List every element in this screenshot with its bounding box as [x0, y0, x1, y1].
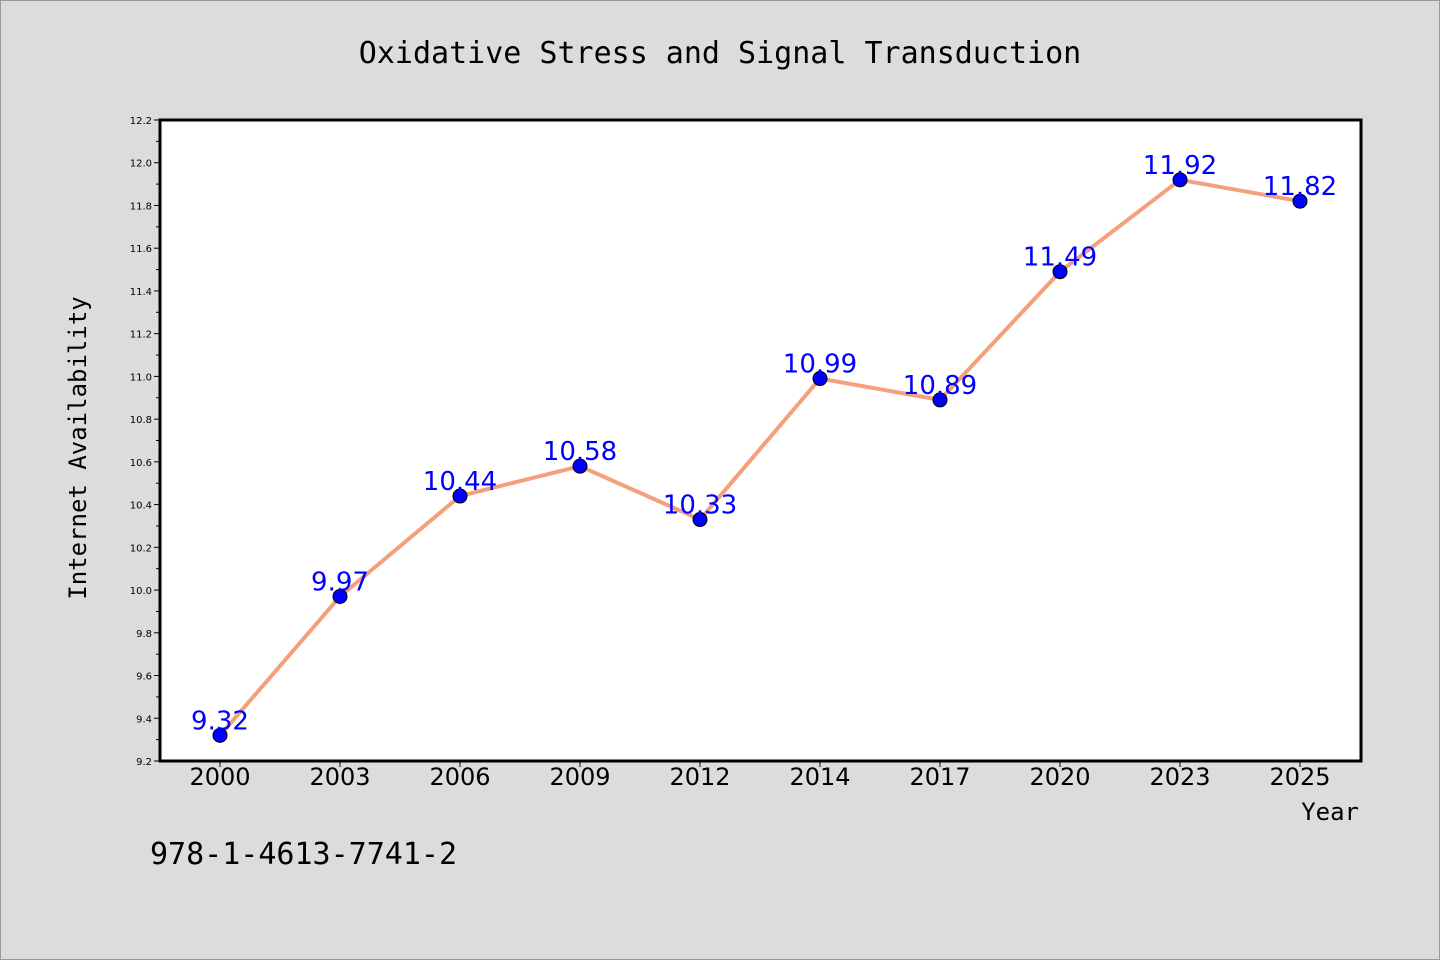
plot-area — [160, 120, 1361, 761]
x-tick-label: 2020 — [1029, 763, 1090, 791]
x-axis: 2000 2003 2006 2009 2012 2014 2017 2020 2023 2025 — [189, 761, 1331, 791]
y-axis-label: Internet Availability — [64, 296, 92, 599]
y-tick-label: 11.4 — [130, 287, 152, 298]
plot-frame — [158, 118, 1363, 763]
y-tick-label: 11.8 — [130, 201, 152, 212]
data-label: 10.99 — [783, 350, 857, 380]
x-tick-label: 2003 — [309, 763, 370, 791]
y-tick-label: 11.2 — [130, 330, 152, 341]
data-point-marker — [332, 588, 348, 604]
isbn-footnote: 978-1-4613-7741-2 — [150, 837, 457, 872]
data-label: 10.33 — [663, 491, 737, 521]
y-axis: 9.2 9.4 9.6 9.8 10.0 10.2 10.4 10.6 10.8 11.0 11.2… — [130, 116, 160, 768]
x-tick-label: 2023 — [1149, 763, 1210, 791]
y-tick-label: 12.2 — [130, 116, 152, 127]
y-tick-label: 10.2 — [130, 543, 152, 554]
data-label: 11.49 — [1023, 243, 1097, 273]
data-point-marker — [812, 371, 828, 387]
y-tick-label: 9.6 — [136, 672, 152, 683]
data-label: 10.89 — [903, 371, 977, 401]
y-tick-label: 10.8 — [130, 415, 152, 426]
x-tick-label: 2017 — [909, 763, 970, 791]
y-tick-label: 12.0 — [130, 159, 152, 170]
x-tick-label: 2025 — [1269, 763, 1330, 791]
data-point-marker — [572, 458, 588, 474]
data-label: 11.92 — [1143, 151, 1217, 181]
y-tick-label: 10.0 — [130, 586, 152, 597]
y-tick-label: 10.6 — [130, 458, 152, 469]
series-line — [218, 177, 1301, 737]
data-label: 10.58 — [543, 437, 617, 467]
x-axis-label: Year — [1301, 798, 1359, 826]
data-point-marker — [212, 727, 228, 743]
data-labels-group: 9.32 9.97 10.44 10.58 10.33 10.99 10.89 11.49 11… — [191, 151, 1337, 737]
y-tick-label: 9.8 — [136, 629, 152, 640]
data-point-marker — [1052, 264, 1068, 280]
x-tick-label: 2009 — [549, 763, 610, 791]
data-label: 10.44 — [423, 467, 497, 497]
x-tick-label: 2000 — [189, 763, 250, 791]
data-label: 9.32 — [191, 706, 249, 736]
y-tick-label: 11.0 — [130, 372, 152, 383]
data-point-marker — [692, 512, 708, 528]
x-tick-label: 2006 — [429, 763, 490, 791]
y-tick-label: 9.4 — [136, 714, 152, 725]
data-point-marker — [452, 488, 468, 504]
data-label: 9.97 — [311, 567, 369, 597]
data-point-marker — [1172, 172, 1188, 188]
data-point-marker — [1292, 193, 1308, 209]
y-tick-label: 10.4 — [130, 501, 152, 512]
x-tick-label: 2014 — [789, 763, 850, 791]
chart-title: Oxidative Stress and Signal Transduction — [359, 36, 1081, 71]
x-tick-label: 2012 — [669, 763, 730, 791]
y-tick-label: 11.6 — [130, 244, 152, 255]
data-label: 11.82 — [1263, 172, 1337, 202]
series-line-group — [212, 172, 1308, 743]
data-point-marker — [932, 392, 948, 408]
y-tick-label: 9.2 — [136, 757, 152, 768]
